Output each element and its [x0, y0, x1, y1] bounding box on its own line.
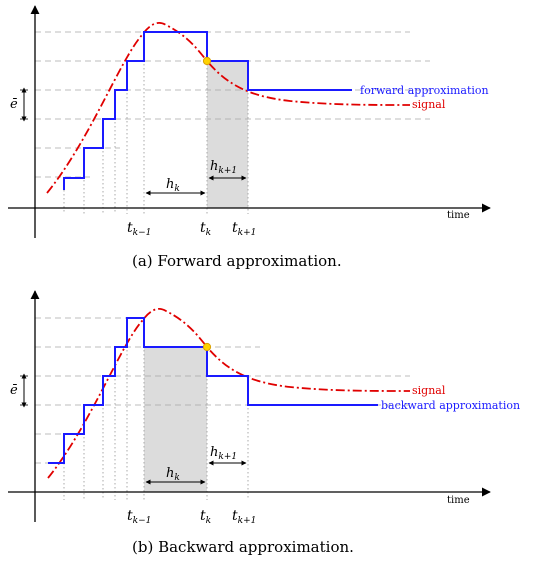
t-k-label-b: tk: [200, 508, 211, 526]
e-bar-label-a: ē: [10, 97, 18, 112]
t-km1-label-b: tk−1: [127, 508, 151, 526]
signal-curve-a: [46, 22, 411, 194]
backward-approximation-label: backward approximation: [381, 399, 520, 412]
t-km1-label-a: tk−1: [127, 220, 151, 238]
h-k-label-b: hk: [166, 466, 180, 483]
sample-point-b: [202, 342, 212, 352]
time-label-b: time: [447, 495, 470, 506]
h-k1-label-b: hk+1: [210, 445, 237, 462]
panel-backward: ē hk hk+1 tk−1 tk tk+1 time signal backw…: [8, 290, 520, 556]
shaded-region-b: [144, 347, 207, 492]
caption-a: (a) Forward approximation.: [132, 252, 342, 270]
t-kp1-label-a: tk+1: [232, 220, 256, 238]
forward-approximation-label: forward approximation: [360, 84, 489, 97]
panel-forward: ē hk hk+1 tk−1 tk tk+1 time forward appr…: [8, 5, 491, 270]
sample-point-a: [202, 56, 212, 66]
signal-label-b: signal: [412, 384, 446, 397]
h-k1-label-a: hk+1: [210, 159, 237, 176]
forward-approximation-line: [63, 31, 352, 190]
h-k-label-a: hk: [166, 177, 180, 194]
e-bar-label-b: ē: [10, 383, 18, 398]
t-k-label-a: tk: [200, 220, 211, 238]
signal-curve-b: [47, 308, 411, 479]
t-kp1-label-b: tk+1: [232, 508, 256, 526]
time-label-a: time: [447, 210, 470, 221]
signal-label-a: signal: [412, 98, 446, 111]
shaded-region-a: [207, 61, 248, 208]
backward-approximation-line: [48, 317, 378, 464]
caption-b: (b) Backward approximation.: [132, 538, 354, 556]
